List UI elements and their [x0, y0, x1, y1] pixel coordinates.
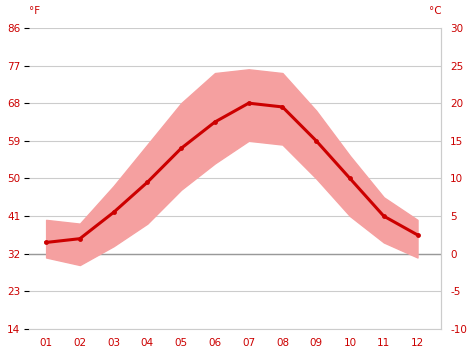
- Text: °C: °C: [428, 6, 441, 16]
- Text: °F: °F: [29, 6, 40, 16]
